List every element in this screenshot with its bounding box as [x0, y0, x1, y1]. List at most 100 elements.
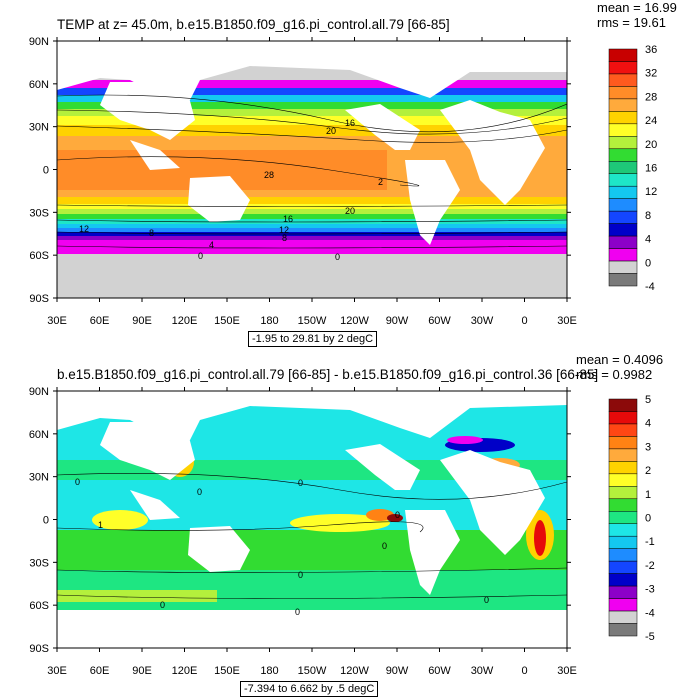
colorbar-label: 4 — [645, 418, 651, 430]
colorbar-label: 8 — [645, 210, 651, 222]
panel2-map-field — [57, 391, 567, 648]
colorbar-swatch — [608, 61, 638, 75]
panel2-contours — [57, 473, 567, 599]
lon-tick-label: 30E — [557, 665, 577, 677]
colorbar-swatch — [608, 560, 638, 574]
colorbar-label: 16 — [645, 163, 657, 175]
lat-tick-label: 90S — [29, 293, 49, 305]
colorbar-swatch — [608, 535, 638, 549]
contour-label: 0 — [382, 541, 387, 551]
colorbar-swatch — [608, 411, 638, 425]
contour-label: 0 — [295, 607, 300, 617]
colorbar-swatch — [608, 398, 638, 412]
contour-label: 16 — [283, 214, 293, 224]
lon-tick-label: 150W — [298, 315, 327, 327]
contour-label: 28 — [264, 170, 274, 180]
colorbar-label: -5 — [645, 631, 655, 643]
lon-tick-label: 60W — [428, 665, 451, 677]
contour-label: 1 — [98, 520, 103, 530]
panel2-rms: rms = 0.9982 — [576, 367, 653, 382]
colorbar-swatch — [608, 585, 638, 599]
contour-label: 0 — [75, 477, 80, 487]
lon-tick-label: 30W — [471, 315, 494, 327]
colorbar-swatch — [608, 98, 638, 112]
panel1-title: TEMP at z= 45.0m, b.e15.B1850.f09_g16.pi… — [57, 17, 450, 32]
contour-label: 8 — [282, 233, 287, 243]
contour-label: 0 — [395, 510, 400, 520]
colorbar-label: -1 — [645, 536, 655, 548]
lon-tick-label: 150E — [214, 315, 240, 327]
colorbar-swatch — [608, 461, 638, 475]
panel2-map-svg: 0 0 0 1 0 0 0 0 0 0 90N 60N 30N 0 30S 60S 90S 3… — [29, 386, 655, 677]
colorbar-swatch — [608, 73, 638, 87]
colorbar-label: 0 — [645, 257, 651, 269]
lon-tick-label: 180 — [260, 315, 278, 327]
colorbar-label: -2 — [645, 560, 655, 572]
lon-tick-label: 0 — [521, 315, 527, 327]
colorbar-swatch — [608, 198, 638, 212]
colorbar-swatch — [608, 511, 638, 524]
colorbar-swatch — [608, 173, 638, 187]
colorbar-swatch — [608, 523, 638, 537]
lat-tick-label: 90S — [29, 643, 49, 655]
colorbar-swatch — [608, 223, 638, 237]
lat-tick-label: 30N — [29, 122, 49, 134]
colorbar-swatch — [608, 623, 638, 637]
lat-tick-label: 30N — [29, 472, 49, 484]
lon-tick-label: 60E — [90, 315, 110, 327]
lon-tick-label: 90E — [132, 665, 152, 677]
panel1-landmasses — [57, 41, 567, 245]
colorbar-label: 28 — [645, 91, 657, 103]
colorbar-swatch — [608, 548, 638, 562]
colorbar-label: 5 — [645, 394, 651, 406]
lon-tick-label: 180 — [260, 665, 278, 677]
colorbar-label: 0 — [645, 513, 651, 525]
colorbar-swatch — [608, 48, 638, 62]
lat-tick-label: 60N — [29, 79, 49, 91]
panel1-rms: rms = 19.61 — [597, 15, 667, 30]
lon-tick-label: 60E — [90, 665, 110, 677]
panel1-colorbar: 36 32 28 24 20 16 12 8 4 0 -4 — [608, 44, 657, 293]
colorbar-label: 3 — [645, 441, 651, 453]
contour-label: 0 — [160, 600, 165, 610]
colorbar-swatch — [608, 260, 638, 274]
panel2-axes: 90N 60N 30N 0 30S 60S 90S 30E 60E 90E 120E 150E 180 1… — [29, 386, 577, 677]
contour-label: 4 — [209, 240, 214, 250]
lat-tick-label: 90N — [29, 36, 49, 48]
lat-tick-label: 30S — [29, 207, 49, 219]
lat-tick-label: 60S — [29, 250, 49, 262]
colorbar-label: 20 — [645, 139, 657, 151]
colorbar-label: 4 — [645, 234, 651, 246]
lon-tick-label: 30E — [557, 315, 577, 327]
panel2-colorbar: 5 4 3 2 1 0 -1 -2 -3 -4 -5 — [608, 394, 655, 643]
lon-tick-label: 120E — [172, 315, 198, 327]
panel2-contour-labels: 0 0 0 1 0 0 0 0 0 0 — [75, 477, 489, 617]
lat-tick-label: 0 — [43, 165, 49, 177]
temperature-difference-panel: b.e15.B1850.f09_g16.pi_control.all.79 [6… — [0, 350, 700, 700]
contour-label: 8 — [149, 228, 154, 238]
lon-tick-label: 30E — [47, 665, 67, 677]
lon-tick-label: 0 — [521, 665, 527, 677]
panel1-range-label: -1.95 to 29.81 by 2 degC — [248, 331, 378, 347]
panel1-axes: 90N 60N 30N 0 30S 60S 90S 30E 60E 90E 120E 150E 180 1… — [29, 36, 577, 327]
colorbar-label: -3 — [645, 584, 655, 596]
colorbar-label: 32 — [645, 68, 657, 80]
temperature-map-panel: TEMP at z= 45.0m, b.e15.B1850.f09_g16.pi… — [29, 0, 677, 347]
contour-label: 20 — [345, 206, 355, 216]
contour-label: 0 — [198, 251, 203, 261]
colorbar-swatch — [608, 248, 638, 262]
colorbar-swatch — [608, 486, 638, 500]
lat-tick-label: 0 — [43, 515, 49, 527]
panel2-mean: mean = 0.4096 — [576, 352, 664, 367]
contour-label: 12 — [79, 224, 89, 234]
colorbar-label: 1 — [645, 489, 651, 501]
lon-tick-label: 90W — [386, 315, 409, 327]
contour-label: 20 — [326, 126, 336, 136]
contour-label: 0 — [197, 487, 202, 497]
colorbar-swatch — [608, 123, 638, 137]
panel1-mean: mean = 16.99 — [597, 0, 677, 15]
colorbar-swatch — [608, 235, 638, 249]
colorbar-swatch — [608, 573, 638, 587]
lon-tick-label: 30E — [47, 315, 67, 327]
lat-tick-label: 60N — [29, 429, 49, 441]
